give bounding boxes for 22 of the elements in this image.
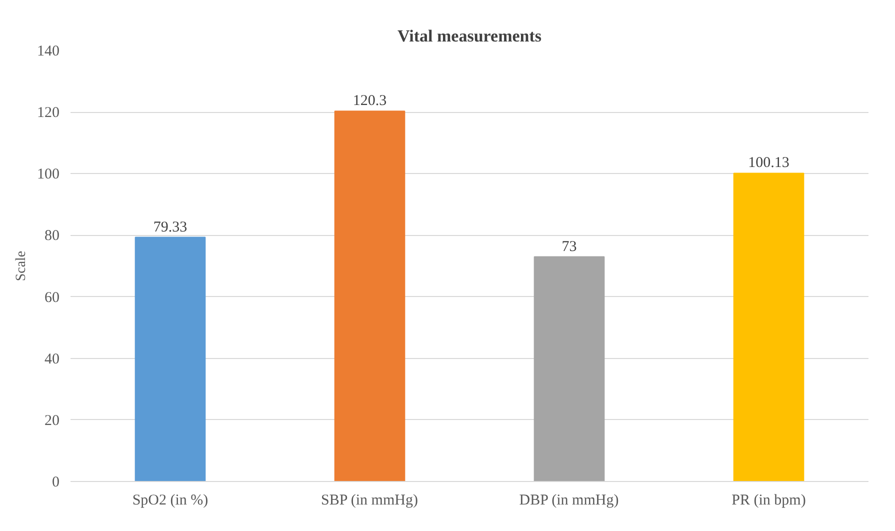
bar <box>134 236 206 482</box>
data-label: 79.33 <box>153 219 188 236</box>
chart-title: Vital measurements <box>398 26 542 46</box>
y-tick-label: 120 <box>37 105 60 122</box>
bar <box>733 172 804 482</box>
data-label: 120.3 <box>352 93 387 110</box>
data-label: 100.13 <box>748 155 790 172</box>
data-label: 73 <box>562 238 577 255</box>
y-tick-label: 80 <box>44 228 60 244</box>
x-tick-label: SBP (in mmHg) <box>320 492 418 508</box>
y-tick-label: 100 <box>37 166 60 183</box>
x-tick-label: DBP (in mmHg) <box>519 492 619 508</box>
bar <box>534 256 605 482</box>
y-tick-label: 60 <box>44 290 60 306</box>
x-tick-label: SpO2 (in %) <box>132 492 208 508</box>
y-tick-label: 40 <box>44 351 60 368</box>
y-tick-label: 20 <box>44 412 60 429</box>
y-axis-title: Scale <box>14 250 29 282</box>
y-tick-label: 140 <box>37 44 60 60</box>
bar <box>334 110 406 482</box>
x-tick-label: PR (in bpm) <box>732 492 806 508</box>
y-tick-label: 0 <box>52 474 60 490</box>
